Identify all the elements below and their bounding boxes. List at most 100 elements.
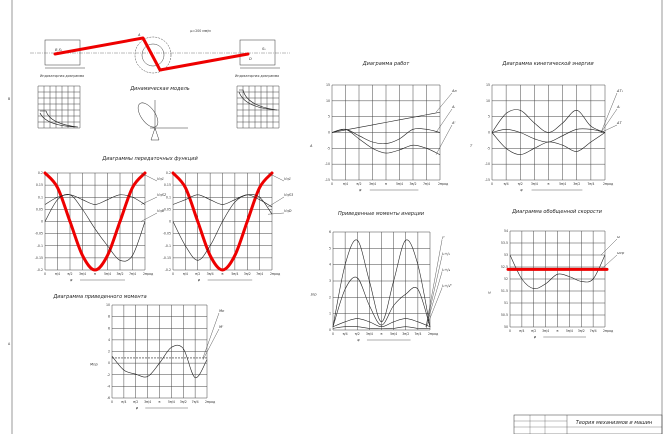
y-axis-label: Mпр bbox=[90, 362, 98, 366]
y-tick-label: -0.2 bbox=[165, 268, 171, 272]
series-label: J₂+J₄ᴮ bbox=[441, 284, 452, 288]
y-tick-label: -15 bbox=[485, 178, 490, 182]
x-tick-label: 3π/4 bbox=[207, 272, 214, 276]
y-tick-label: 51 bbox=[504, 301, 508, 305]
scale-label: μₗ=200 мм/м bbox=[190, 29, 211, 33]
leader-line bbox=[140, 196, 158, 205]
y-tick-label: 1 bbox=[329, 312, 331, 316]
x-tick-label: 0 bbox=[509, 329, 511, 333]
y-tick-label: 50.5 bbox=[501, 313, 508, 317]
x-tick-label: 3π/4 bbox=[531, 182, 538, 186]
series-label: J₃+J₅ bbox=[441, 252, 451, 256]
y-tick-label: 4 bbox=[329, 263, 331, 267]
leader-line bbox=[435, 92, 453, 113]
x-tick-label: 3π/2 bbox=[578, 329, 585, 333]
x-axis-label: φ bbox=[136, 406, 139, 410]
x-tick-label: π/4 bbox=[121, 400, 126, 404]
series-line bbox=[111, 344, 208, 378]
label-d: D bbox=[249, 57, 252, 61]
x-tick-label: 2π bbox=[205, 400, 209, 404]
x-tick-label: 3π/4 bbox=[366, 332, 373, 336]
chart-title: Диаграмма работ bbox=[362, 61, 411, 67]
x-tick-label: π bbox=[94, 272, 96, 276]
indicator-diagrams bbox=[37, 85, 280, 129]
y-tick-label: 2 bbox=[329, 295, 331, 299]
chart-title: Диаграмма приведенного момента bbox=[52, 294, 146, 300]
x-tick-label: π bbox=[381, 332, 383, 336]
crank-circle bbox=[134, 36, 172, 74]
series-label: VqS2 bbox=[157, 193, 167, 197]
x-tick-label: 0 bbox=[332, 332, 334, 336]
x-tick-label: π/4 bbox=[183, 272, 188, 276]
series-line bbox=[332, 326, 431, 329]
series-line bbox=[332, 318, 431, 328]
frame-mark-b: B bbox=[8, 97, 10, 101]
leader-line bbox=[435, 108, 453, 133]
series-line bbox=[491, 132, 606, 155]
chart-title: Диаграмма обобщенной скорости bbox=[511, 209, 603, 215]
x-unit-label: рад bbox=[432, 332, 439, 336]
x-axis-label: φ bbox=[520, 188, 523, 192]
y-tick-label: -6 bbox=[107, 396, 110, 400]
chart-work: Диаграмма работ 0 π/4 π/2 3π/4 π 5π/4 3π/2 7π/4 2… bbox=[309, 61, 457, 192]
y-tick-label: 0 bbox=[108, 361, 110, 365]
x-tick-label: π/4 bbox=[519, 329, 524, 333]
y-tick-label: -2 bbox=[107, 373, 110, 377]
leader-line bbox=[600, 124, 618, 133]
y-tick-label: 4 bbox=[108, 338, 110, 342]
x-tick-label: π/4 bbox=[343, 182, 348, 186]
leader-line bbox=[140, 212, 158, 222]
x-tick-label: 2π bbox=[603, 182, 607, 186]
chart-title: Приведенные моменты инерции bbox=[338, 211, 425, 217]
x-tick-label: 5π/4 bbox=[104, 272, 111, 276]
x-tick-label: 2π bbox=[428, 332, 432, 336]
x-unit-label: рад bbox=[607, 329, 614, 333]
y-tick-label: 5 bbox=[329, 246, 331, 250]
x-tick-label: 5π/4 bbox=[566, 329, 573, 333]
x-tick-label: π/4 bbox=[343, 332, 348, 336]
chart-moment: Диаграмма приведенного момента 0 π/4 π/2 3π/… bbox=[52, 294, 225, 410]
x-tick-label: π/2 bbox=[518, 182, 523, 186]
indicator-right-title: Индикаторная диаграмма bbox=[235, 74, 279, 78]
y-tick-label: 52.5 bbox=[501, 265, 508, 269]
y-tick-label: 0 bbox=[329, 328, 331, 332]
series-line bbox=[331, 111, 441, 133]
indicator-curve bbox=[39, 110, 79, 128]
chart-title: Диаграмма кинетической энергии bbox=[501, 61, 594, 67]
y-tick-label: -10 bbox=[325, 162, 330, 166]
series-label: Aᵢ bbox=[451, 105, 455, 109]
series-line bbox=[331, 128, 441, 145]
series-line bbox=[44, 194, 146, 205]
x-tick-label: 3π/4 bbox=[542, 329, 549, 333]
y-tick-label: 0.2 bbox=[166, 171, 171, 175]
x-axis-label: φ bbox=[359, 188, 362, 192]
series-line bbox=[331, 128, 441, 155]
y-tick-label: 10 bbox=[106, 303, 110, 307]
indicator-curve bbox=[238, 89, 278, 111]
x-tick-label: 3π/4 bbox=[144, 400, 151, 404]
y-tick-label: 0.2 bbox=[38, 171, 43, 175]
y-tick-label: 8 bbox=[108, 315, 110, 319]
series-label: Mᴅ bbox=[219, 309, 225, 313]
x-tick-label: 0 bbox=[172, 272, 174, 276]
x-tick-label: π/2 bbox=[531, 329, 536, 333]
indicator-left-title: Индикаторная диаграмма bbox=[40, 74, 84, 78]
x-tick-label: 5π/4 bbox=[396, 182, 403, 186]
slider-right bbox=[239, 39, 276, 66]
y-tick-label: 15 bbox=[486, 83, 490, 87]
label-b: B,S₁ bbox=[55, 48, 63, 52]
series-label: ω bbox=[617, 235, 620, 239]
series-label: Vq1 bbox=[157, 177, 164, 181]
x-tick-label: 3π/2 bbox=[244, 272, 251, 276]
y-tick-label: -4 bbox=[107, 384, 110, 388]
y-tick-label: 50 bbox=[504, 325, 508, 329]
y-axis-label: ω bbox=[488, 290, 491, 294]
x-tick-label: π bbox=[222, 272, 224, 276]
y-tick-label: 0 bbox=[41, 220, 43, 224]
x-tick-label: π/4 bbox=[504, 182, 509, 186]
chart-transfer-right: 0 π/4 π/2 3π/4 π 5π/4 3π/2 7π/4 2π 0.2 0.15 0.1 0.05… bbox=[163, 171, 294, 282]
series-label: ΔT bbox=[616, 121, 622, 125]
y-tick-label: 0.05 bbox=[164, 207, 171, 211]
x-tick-label: 3π/2 bbox=[409, 182, 416, 186]
